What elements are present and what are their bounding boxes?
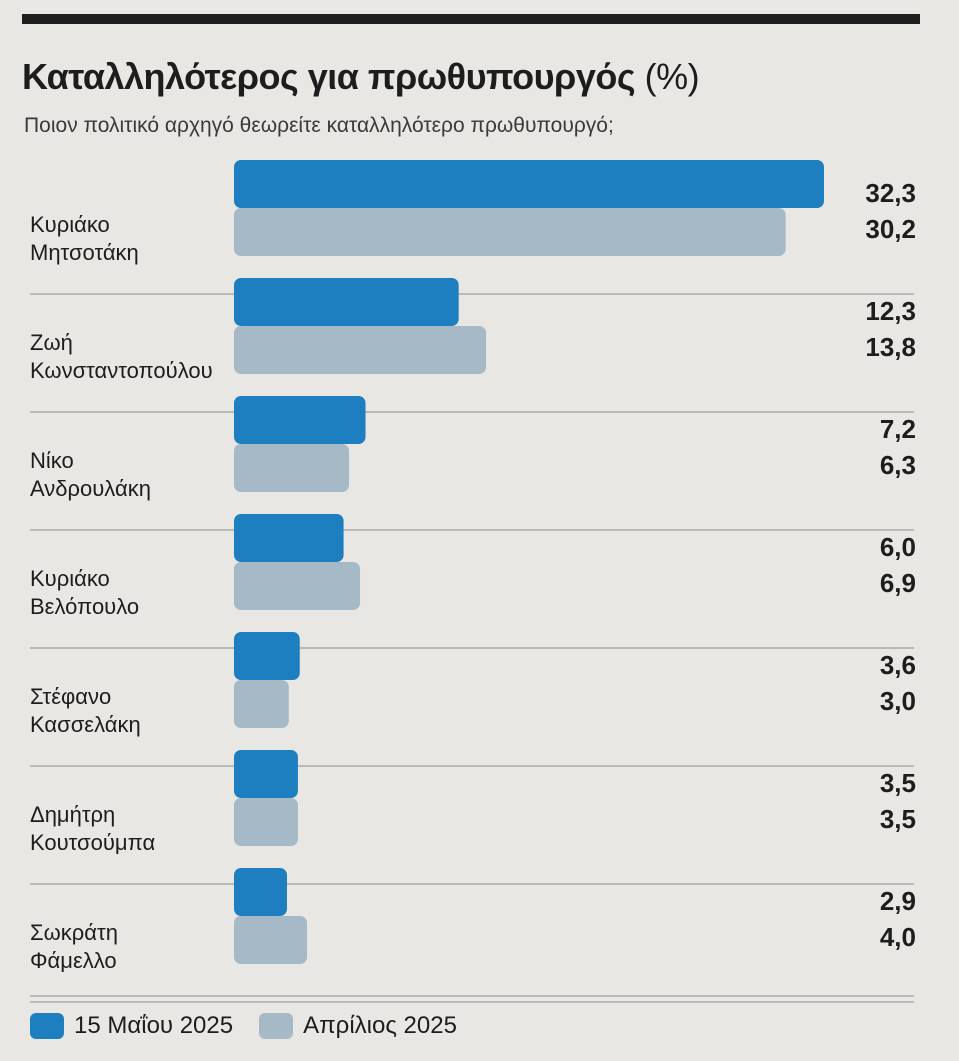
category-label: Ζωή Κωνσταντοπούλου: [30, 330, 213, 383]
legend-swatch-previous: [259, 1013, 294, 1039]
category-label: Κυριάκο Βελόπουλο: [30, 566, 139, 619]
legend-swatch-current: [30, 1013, 64, 1039]
category-label: Σωκράτη Φάμελλο: [30, 920, 118, 973]
chart-title-unit: (%): [644, 56, 700, 97]
bar-previous: [234, 326, 487, 374]
value-label-previous: 30,2: [865, 214, 916, 244]
category-label: Δημήτρη Κουτσούμπα: [30, 802, 155, 855]
bar-previous: [234, 798, 298, 846]
value-label-previous: 4,0: [880, 922, 916, 952]
value-label-previous: 3,0: [880, 686, 916, 716]
value-label-current: 3,5: [880, 768, 916, 798]
category-label-line: Δημήτρη: [30, 802, 115, 827]
bar-previous: [234, 208, 786, 256]
category-label-line: Κυριάκο: [30, 212, 110, 237]
bar-previous: [234, 680, 289, 728]
category-label-line: Ανδρουλάκη: [30, 476, 151, 501]
value-label-previous: 3,5: [880, 804, 916, 834]
bar-previous: [234, 916, 308, 964]
category-label-line: Κουτσούμπα: [30, 830, 155, 855]
bar-current: [234, 750, 298, 798]
top-rule: [22, 14, 920, 24]
chart-title: Καταλληλότερος για πρωθυπουργός (%): [22, 56, 700, 98]
bar-current: [234, 396, 366, 444]
bar-current: [234, 868, 287, 916]
bar-current: [234, 514, 344, 562]
category-label-line: Ζωή: [30, 330, 73, 355]
legend: 15 Μαΐου 2025 Απρίλιος 2025: [30, 1012, 483, 1040]
bar-current: [234, 160, 824, 208]
category-label-line: Μητσοτάκη: [30, 240, 139, 265]
legend-label-current: 15 Μαΐου 2025: [74, 1012, 234, 1039]
category-label: Κυριάκο Μητσοτάκη: [30, 212, 139, 265]
category-label-line: Κωνσταντοπούλου: [30, 358, 213, 383]
value-label-current: 6,0: [880, 532, 916, 562]
category-label-line: Κυριάκο: [30, 566, 110, 591]
bar-current: [234, 632, 300, 680]
chart-subtitle: Ποιον πολιτικό αρχηγό θεωρείτε καταλληλό…: [24, 114, 614, 137]
value-label-current: 32,3: [865, 178, 916, 208]
bar-current: [234, 278, 459, 326]
category-label-line: Νίκο: [30, 448, 74, 473]
value-label-current: 3,6: [880, 650, 916, 680]
value-label-previous: 6,3: [880, 450, 916, 480]
value-label-previous: 13,8: [865, 332, 916, 362]
legend-label-previous: Απρίλιος 2025: [303, 1012, 457, 1039]
category-label: Στέφανο Κασσελάκη: [30, 684, 141, 737]
category-label-line: Φάμελλο: [30, 948, 117, 973]
bar-previous: [234, 444, 350, 492]
value-label-current: 2,9: [880, 886, 916, 916]
value-label-previous: 6,9: [880, 568, 916, 598]
category-label-line: Στέφανο: [30, 684, 111, 709]
chart-title-text: Καταλληλότερος για πρωθυπουργός: [22, 56, 636, 97]
value-label-current: 7,2: [880, 414, 916, 444]
category-label-line: Κασσελάκη: [30, 712, 141, 737]
category-label-line: Βελόπουλο: [30, 594, 139, 619]
value-label-current: 12,3: [865, 296, 916, 326]
category-label-line: Σωκράτη: [30, 920, 118, 945]
category-label: Νίκο Ανδρουλάκη: [30, 448, 151, 501]
bar-previous: [234, 562, 361, 610]
